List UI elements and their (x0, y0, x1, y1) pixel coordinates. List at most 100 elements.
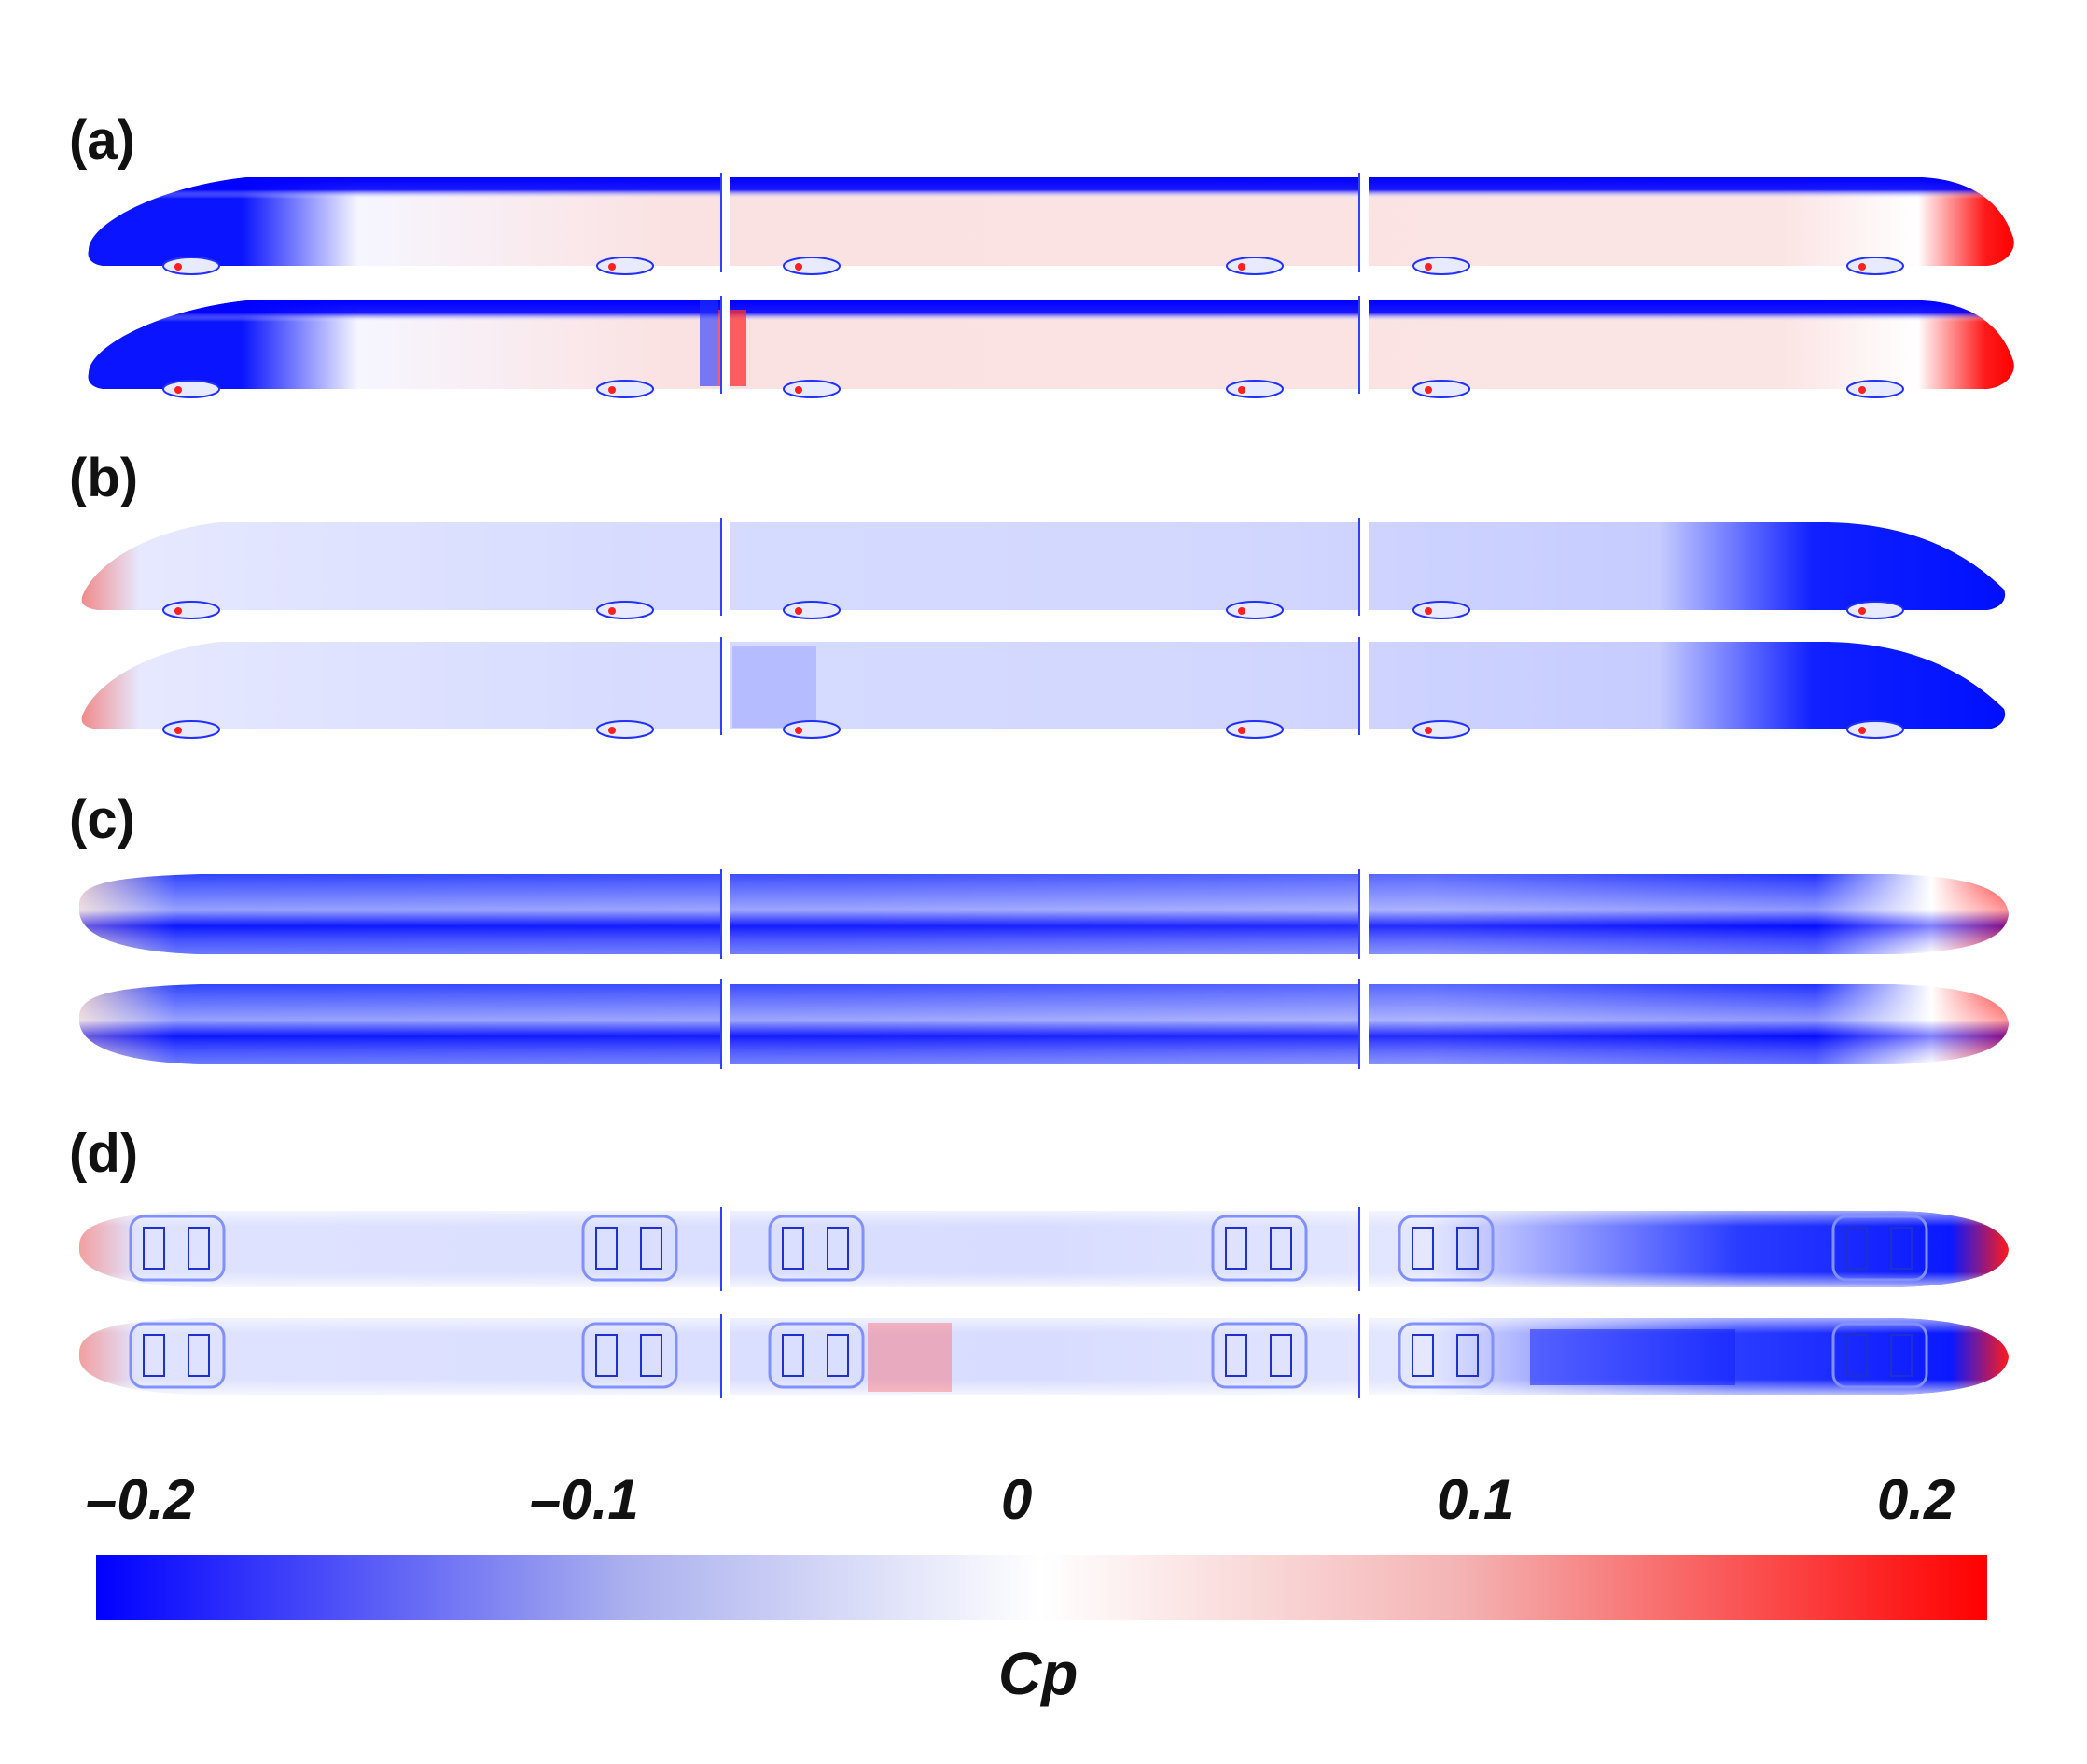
bogie (162, 257, 220, 275)
bogie (162, 380, 220, 398)
car-gap (1359, 518, 1369, 616)
bogie-pad (581, 1322, 678, 1389)
colorbar (96, 1555, 1987, 1620)
bogie-wheel (1858, 607, 1866, 615)
bogie-wheel (608, 386, 616, 394)
axle-frame (827, 1227, 849, 1270)
axle-frame (1225, 1334, 1247, 1377)
axle-frame (1270, 1227, 1292, 1270)
axle-frame (640, 1334, 662, 1377)
car-gap (1359, 979, 1369, 1069)
bogie-wheel (1238, 386, 1245, 394)
colorbar-label: Cp (998, 1640, 1078, 1707)
bogie (1412, 257, 1470, 275)
bogie-wheel (1238, 263, 1245, 271)
colorbar-tick-4: 0.1 (1437, 1468, 1515, 1531)
bogie-pad (1831, 1215, 1928, 1282)
car-gap (721, 296, 730, 394)
bogie-pad (768, 1215, 865, 1282)
bogie-wheel (608, 727, 616, 734)
axle-frame (188, 1334, 210, 1377)
car-gap (721, 518, 730, 616)
bogie-pad (1211, 1215, 1308, 1282)
bogie (596, 257, 654, 275)
bogie-pad (581, 1215, 678, 1282)
bogie-wheel (1238, 727, 1245, 734)
bogie-wheel (1858, 727, 1866, 734)
bogie (1846, 601, 1904, 619)
bogie-wheel (1425, 386, 1432, 394)
bogie-wheel (1858, 263, 1866, 271)
axle-frame (1412, 1227, 1434, 1270)
bogie-wheel (1858, 386, 1866, 394)
train-a-upper (88, 177, 2014, 266)
car-gap (1359, 1207, 1369, 1291)
axle-frame (1412, 1334, 1434, 1377)
bogie-wheel (608, 263, 616, 271)
axle-frame (143, 1227, 165, 1270)
bogie (1846, 380, 1904, 398)
axle-frame (640, 1227, 662, 1270)
train-b-upper (81, 522, 2006, 610)
axle-frame (1456, 1227, 1479, 1270)
axle-frame (595, 1334, 618, 1377)
bogie (783, 257, 841, 275)
panel-label-c: (c) (69, 789, 135, 850)
bogie-wheel (174, 727, 182, 734)
bogie (596, 601, 654, 619)
bogie-wheel (1425, 607, 1432, 615)
bogie (162, 720, 220, 739)
bogie (1226, 380, 1284, 398)
train-overlay-details (129, 173, 1928, 1398)
car-gap (721, 979, 730, 1069)
axle-frame (1456, 1334, 1479, 1377)
axle-frame (143, 1334, 165, 1377)
bogie (1412, 380, 1470, 398)
panel-label-b: (b) (69, 448, 139, 508)
train-d-lower (79, 1318, 2009, 1395)
car-gap (721, 173, 730, 272)
panel-label-a: (a) (69, 110, 135, 171)
axle-frame (595, 1227, 618, 1270)
axle-frame (1890, 1227, 1913, 1270)
train-d-upper (79, 1211, 2009, 1287)
bogie (1412, 601, 1470, 619)
bogie (783, 720, 841, 739)
car-gap (721, 869, 730, 959)
bogie-wheel (174, 263, 182, 271)
bogie-wheel (795, 386, 802, 394)
bogie (1412, 720, 1470, 739)
train-c-lower (79, 984, 2009, 1064)
colorbar-tick-1: –0.2 (86, 1468, 195, 1531)
axle-frame (1845, 1227, 1868, 1270)
car-gap (721, 1207, 730, 1291)
bogie (1846, 257, 1904, 275)
bogie (1226, 601, 1284, 619)
bogie (1226, 257, 1284, 275)
axle-frame (782, 1227, 804, 1270)
bogie-wheel (795, 263, 802, 271)
bogie (1226, 720, 1284, 739)
bogie-wheel (608, 607, 616, 615)
bogie (1846, 720, 1904, 739)
bogie-pad (1398, 1215, 1495, 1282)
bogie-pad (1398, 1322, 1495, 1389)
bogie-pad (129, 1322, 226, 1389)
bogie (596, 380, 654, 398)
bogie-wheel (174, 386, 182, 394)
train-b-lower (81, 642, 2006, 729)
axle-frame (188, 1227, 210, 1270)
bogie-wheel (795, 727, 802, 734)
axle-frame (1225, 1227, 1247, 1270)
bogie-pad (1831, 1322, 1928, 1389)
train-c-upper (79, 874, 2009, 954)
bogie (596, 720, 654, 739)
car-gap (1359, 296, 1369, 394)
car-gap (1359, 1314, 1369, 1398)
axle-frame (827, 1334, 849, 1377)
bogie-wheel (795, 607, 802, 615)
bogie-wheel (174, 607, 182, 615)
panel-label-d: (d) (69, 1123, 139, 1184)
colorbar-tick-3: 0 (1001, 1468, 1033, 1531)
car-gap (721, 1314, 730, 1398)
